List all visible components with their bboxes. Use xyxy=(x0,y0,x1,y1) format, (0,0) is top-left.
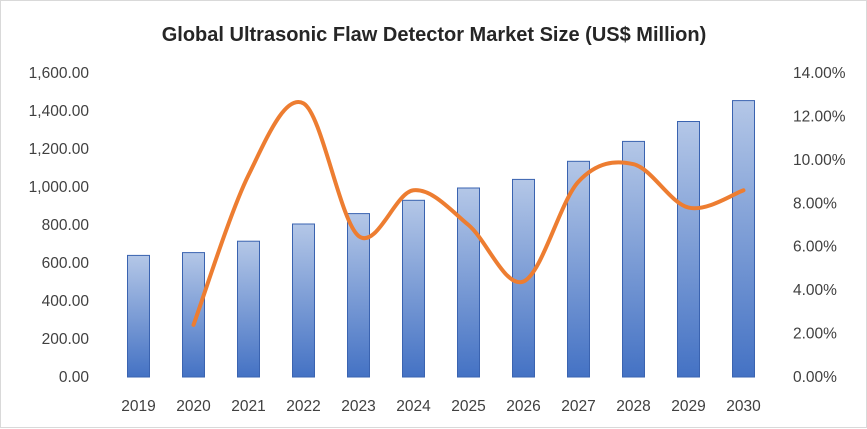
x-tick-label: 2022 xyxy=(286,398,320,415)
y-right-tick-label: 10.00% xyxy=(793,152,846,169)
bar-2030 xyxy=(732,100,755,378)
y-left-tick-label: 200.00 xyxy=(42,331,90,348)
y-right-tick-label: 0.00% xyxy=(793,369,837,386)
x-tick-label: 2027 xyxy=(561,398,595,415)
y-left-tick-label: 0.00 xyxy=(59,369,90,386)
y-right-tick-label: 6.00% xyxy=(793,239,837,256)
x-tick-label: 2028 xyxy=(616,398,650,415)
bar-2027 xyxy=(567,160,590,378)
y-axis-right: 0.00% 2.00% 4.00% 6.00% 8.00% 10.00% 12.00% 14.… xyxy=(793,65,846,386)
y-axis-left: 0.00 200.00 400.00 600.00 800.00 1,000.00 1,20… xyxy=(29,65,90,386)
bar-2021 xyxy=(237,240,260,378)
bar-2024 xyxy=(402,199,425,378)
y-right-tick-label: 8.00% xyxy=(793,195,837,212)
bar-2026 xyxy=(512,178,535,378)
y-right-tick-label: 2.00% xyxy=(793,326,837,343)
y-left-tick-label: 1,000.00 xyxy=(29,179,90,196)
x-axis: 2019 2020 2021 2022 2023 2024 2025 2026 2027 2028… xyxy=(121,398,761,415)
y-right-tick-label: 12.00% xyxy=(793,108,846,125)
bar-2029 xyxy=(677,121,700,378)
y-left-tick-label: 600.00 xyxy=(42,255,90,272)
x-tick-label: 2019 xyxy=(121,398,155,415)
x-tick-label: 2020 xyxy=(176,398,211,415)
x-tick-label: 2030 xyxy=(726,398,761,415)
x-tick-label: 2025 xyxy=(451,398,485,415)
x-tick-label: 2026 xyxy=(506,398,540,415)
x-tick-label: 2024 xyxy=(396,398,431,415)
bar-2028 xyxy=(622,140,645,378)
y-left-tick-label: 400.00 xyxy=(42,293,90,310)
x-tick-label: 2023 xyxy=(341,398,375,415)
x-tick-label: 2021 xyxy=(231,398,265,415)
y-left-tick-label: 1,600.00 xyxy=(29,65,90,82)
y-right-tick-label: 4.00% xyxy=(793,282,837,299)
bar-2019 xyxy=(127,254,150,378)
y-right-tick-label: 14.00% xyxy=(793,65,846,82)
line-series xyxy=(191,99,746,327)
bar-2025 xyxy=(457,187,480,378)
y-left-tick-label: 800.00 xyxy=(42,217,90,234)
y-left-tick-label: 1,200.00 xyxy=(29,141,90,158)
bar-2020 xyxy=(182,252,205,378)
growth-line xyxy=(191,99,746,327)
y-left-tick-label: 1,400.00 xyxy=(29,103,90,120)
chart-title: Global Ultrasonic Flaw Detector Market S… xyxy=(162,24,707,46)
x-tick-label: 2029 xyxy=(671,398,705,415)
bar-2023 xyxy=(347,213,370,378)
bar-2022 xyxy=(292,223,315,378)
